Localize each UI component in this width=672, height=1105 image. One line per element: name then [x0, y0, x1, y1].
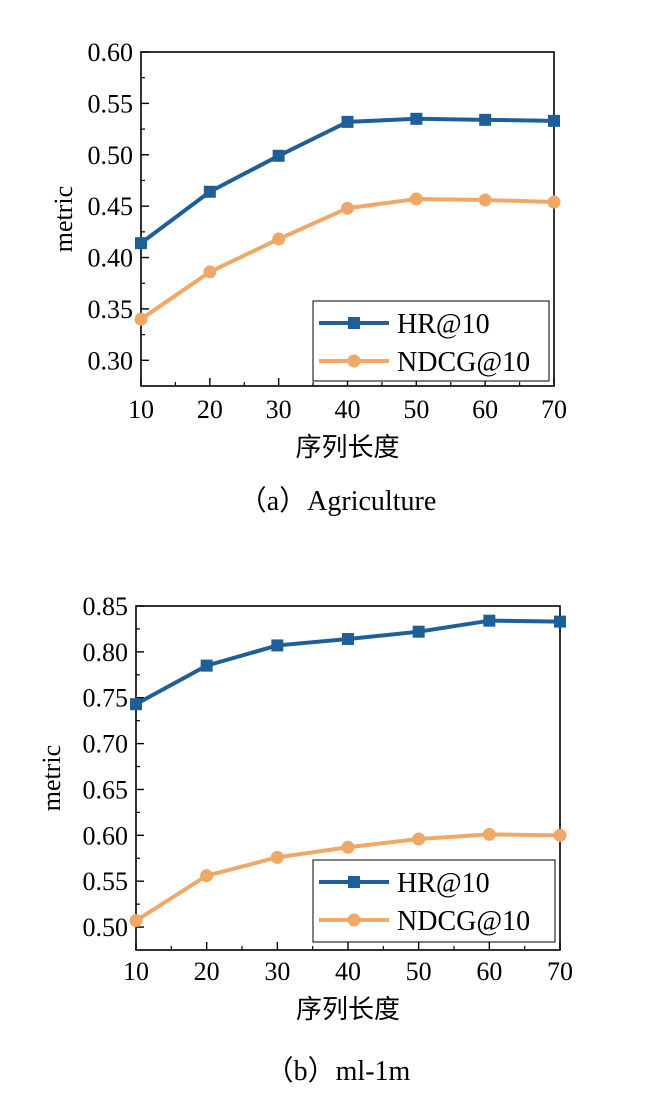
data-point-square	[200, 659, 213, 672]
legend: HR@10 NDCG@10	[312, 859, 556, 943]
x-tick-label: 40	[335, 957, 361, 986]
series-ndcg-10	[129, 827, 567, 928]
y-axis-title: metric	[49, 186, 78, 252]
series-ndcg-10	[134, 192, 561, 326]
series-line	[139, 116, 555, 245]
legend-marker-circle	[347, 913, 361, 927]
legend-label: HR@10	[397, 309, 490, 340]
y-tick-label: 0.50	[83, 913, 129, 942]
y-axis-title: metric	[37, 745, 66, 811]
x-axis-title: 序列长度	[296, 995, 400, 1024]
x-tick-label: 20	[194, 957, 220, 986]
data-point-square	[130, 698, 142, 711]
data-point-circle	[200, 869, 214, 883]
data-point-square	[483, 614, 496, 627]
x-axis-title: 序列长度	[295, 433, 399, 462]
data-point-square	[412, 625, 425, 638]
subfigure-caption: （b）ml-1m	[266, 1055, 411, 1087]
data-point-square	[341, 115, 354, 128]
x-tick-label: 60	[476, 957, 502, 986]
data-point-circle	[203, 265, 217, 279]
data-point-circle	[478, 193, 492, 207]
x-tick-label: 50	[403, 395, 429, 424]
series-hr-10	[135, 112, 560, 250]
data-point-circle	[409, 192, 423, 206]
legend-label: HR@10	[397, 868, 490, 899]
data-point-square	[342, 633, 354, 646]
y-tick-label: 0.70	[83, 730, 129, 759]
data-point-circle	[547, 195, 561, 209]
legend-label: NDCG@10	[397, 906, 530, 937]
x-tick-label: 50	[406, 957, 432, 986]
x-tick-label: 10	[123, 957, 149, 986]
legend-box	[312, 859, 556, 943]
legend-marker-square	[348, 876, 360, 888]
data-point-square	[135, 237, 147, 250]
data-point-circle	[134, 312, 148, 326]
x-tick-label: 10	[128, 395, 154, 424]
y-tick-label: 0.85	[83, 592, 129, 621]
data-point-square	[271, 639, 284, 652]
chart-a: 0.30 0.35 0.40 0.45 0.50 0.55 0.60 10 20 30 40 50 60…	[49, 38, 567, 517]
data-point-circle	[270, 850, 284, 864]
legend-label: NDCG@10	[397, 347, 530, 378]
data-point-square	[272, 149, 285, 162]
chart-b: 0.50 0.55 0.60 0.65 0.70 0.75 0.80 0.85 10 20 30 40…	[37, 592, 573, 1087]
legend: HR@10 NDCG@10	[312, 300, 550, 382]
x-tick-label: 60	[472, 395, 498, 424]
data-point-circle	[341, 840, 355, 854]
x-tick-label: 40	[335, 395, 361, 424]
y-tick-label: 0.55	[88, 89, 134, 118]
data-point-square	[203, 185, 216, 198]
y-tick-label: 0.35	[88, 295, 134, 324]
y-tick-label: 0.60	[88, 38, 134, 67]
data-point-circle	[341, 201, 354, 215]
x-tick-label: 30	[266, 395, 292, 424]
data-point-square	[410, 112, 423, 125]
x-tick-label: 20	[197, 395, 223, 424]
data-point-circle	[553, 828, 567, 842]
legend-marker-square	[348, 317, 360, 329]
data-point-circle	[412, 832, 426, 846]
x-tick-label: 30	[264, 957, 290, 986]
subfigure-caption: （a）Agriculture	[239, 485, 437, 517]
y-tick-label: 0.80	[83, 638, 129, 667]
data-point-square	[554, 615, 566, 628]
legend-box	[312, 300, 550, 382]
y-tick-label: 0.50	[88, 141, 134, 170]
data-point-square	[479, 113, 492, 126]
y-tick-label: 0.65	[83, 775, 129, 804]
data-point-circle	[272, 232, 286, 246]
data-point-circle	[482, 827, 496, 841]
data-point-square	[548, 114, 560, 127]
y-tick-label: 0.55	[83, 867, 129, 896]
y-tick-label: 0.40	[88, 244, 134, 273]
legend-marker-circle	[347, 354, 361, 368]
x-tick-label: 70	[547, 957, 573, 986]
x-tick-label: 70	[541, 395, 567, 424]
y-tick-label: 0.60	[83, 821, 129, 850]
y-tick-label: 0.75	[83, 684, 129, 713]
data-point-circle	[129, 914, 143, 928]
y-tick-label: 0.30	[88, 346, 134, 375]
y-tick-label: 0.45	[88, 192, 134, 221]
series-hr-10	[130, 614, 566, 711]
